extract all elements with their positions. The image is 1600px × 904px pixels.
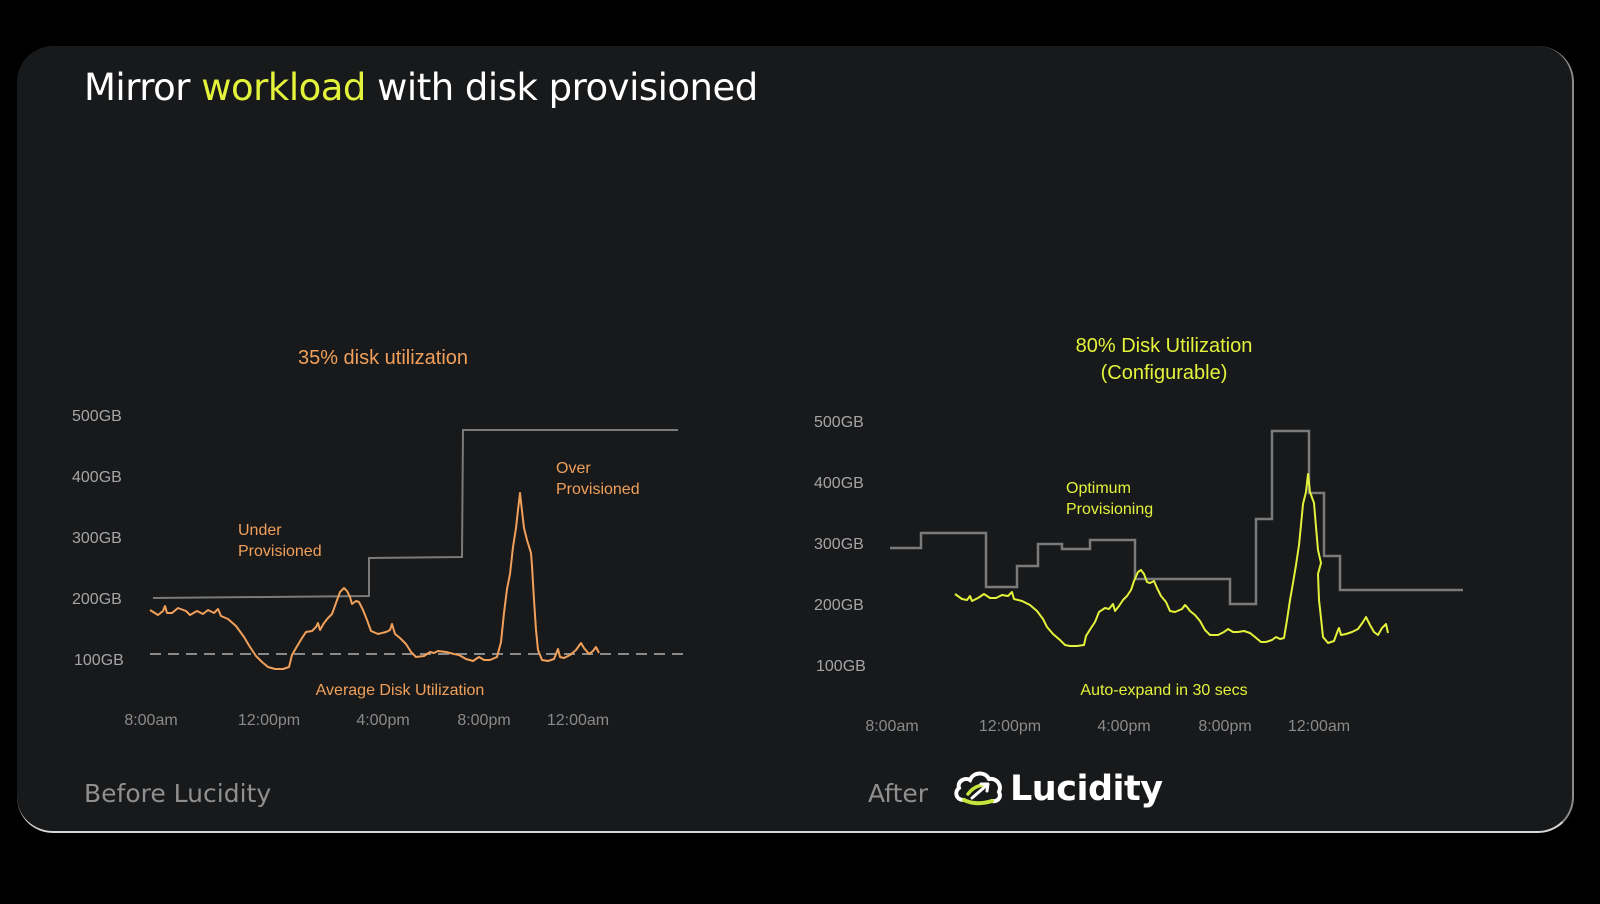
after-chart-title-line2: (Configurable) xyxy=(1101,362,1228,384)
lucidity-wordmark: Lucidity xyxy=(1010,769,1163,809)
y-tick-400: 400GB xyxy=(814,475,864,492)
after-caption: After xyxy=(868,779,929,808)
x-tick-8am: 8:00am xyxy=(865,718,918,735)
y-tick-300: 300GB xyxy=(72,530,122,547)
y-tick-100: 100GB xyxy=(816,658,866,675)
x-tick-8pm: 8:00pm xyxy=(457,712,510,729)
lucidity-logo: Lucidity xyxy=(952,768,1163,810)
optimum-provisioning-label-line1: Optimum xyxy=(1066,480,1131,497)
y-tick-300: 300GB xyxy=(814,536,864,553)
slide-card xyxy=(17,46,1574,833)
under-provisioned-label-line1: Under xyxy=(238,522,282,539)
x-tick-8pm: 8:00pm xyxy=(1198,718,1251,735)
x-tick-12pm: 12:00pm xyxy=(979,718,1041,735)
y-tick-200: 200GB xyxy=(814,597,864,614)
y-tick-100: 100GB xyxy=(74,652,124,669)
optimum-provisioning-label-line2: Provisioning xyxy=(1066,501,1153,518)
after-chart: 80% Disk Utilization (Configurable) 500G… xyxy=(814,335,1463,735)
over-provisioned-label-line2: Provisioned xyxy=(556,481,640,498)
provisioned-disk-line xyxy=(890,429,1463,606)
disk-usage-line-before xyxy=(149,492,600,670)
disk-usage-line-after xyxy=(954,473,1389,647)
y-tick-500: 500GB xyxy=(72,408,122,425)
slide-title: Mirror workload with disk provisioned xyxy=(84,66,758,109)
x-tick-4pm: 4:00pm xyxy=(1097,718,1150,735)
title-highlight: workload xyxy=(201,66,366,109)
after-chart-title-line1: 80% Disk Utilization xyxy=(1076,335,1253,357)
x-tick-4pm: 4:00pm xyxy=(356,712,409,729)
x-tick-12pm: 12:00pm xyxy=(238,712,300,729)
cloud-sync-icon xyxy=(954,771,1002,806)
x-tick-12am: 12:00am xyxy=(1288,718,1350,735)
under-provisioned-label-line2: Provisioned xyxy=(238,543,322,560)
title-text-end: with disk provisioned xyxy=(365,66,758,109)
provisioned-disk-line xyxy=(152,429,678,599)
before-chart-title: 35% disk utilization xyxy=(298,347,468,369)
auto-expand-label: Auto-expand in 30 secs xyxy=(1080,682,1247,699)
y-tick-400: 400GB xyxy=(72,469,122,486)
over-provisioned-label-line1: Over xyxy=(556,460,591,477)
before-chart: 35% disk utilization 500GB 400GB 300GB 2… xyxy=(72,347,686,729)
y-tick-500: 500GB xyxy=(814,414,864,431)
title-text-start: Mirror xyxy=(84,66,202,109)
before-lucidity-caption: Before Lucidity xyxy=(84,779,272,808)
average-utilization-label: Average Disk Utilization xyxy=(316,682,485,699)
x-tick-12am: 12:00am xyxy=(547,712,609,729)
x-tick-8am: 8:00am xyxy=(124,712,177,729)
y-tick-200: 200GB xyxy=(72,591,122,608)
